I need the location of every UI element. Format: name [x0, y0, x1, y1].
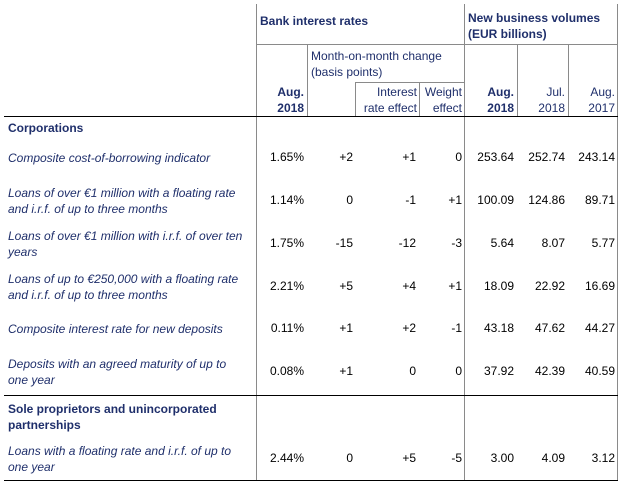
rate-aug2018-header: Aug. 2018: [277, 85, 304, 115]
weight-effect-header: Weight effect: [424, 85, 462, 115]
rate-value: 1.65%: [269, 150, 304, 164]
we-value: +1: [448, 193, 462, 207]
mom-value: +2: [339, 150, 353, 164]
mom-value: +1: [339, 364, 353, 378]
aug2017-header: Aug. 2017: [588, 85, 615, 115]
vol-aug2018-value: 253.64: [477, 150, 514, 164]
hline-top-headers: [256, 44, 618, 45]
ire-value: +4: [402, 279, 416, 293]
ire-value: -1: [405, 193, 416, 207]
mom-value: +1: [339, 321, 353, 335]
row-label: Composite interest rate for new deposits: [8, 322, 223, 336]
vol-aug2018-value: 3.00: [490, 451, 514, 465]
vol-aug2018-value: 43.18: [483, 321, 514, 335]
jul2018-value: 252.74: [528, 150, 565, 164]
jul2018-value: 8.07: [541, 236, 565, 250]
vline-right: [617, 4, 618, 480]
vol-aug2018-value: 5.64: [490, 236, 514, 250]
new-business-header: New business volumes (EUR billions): [468, 11, 601, 41]
hline-section-divider: [4, 395, 618, 396]
vline-jul-left: [517, 44, 518, 116]
vol-aug2018-value: 18.09: [483, 279, 514, 293]
section-sole-proprietors: Sole proprietors and unincorporated part…: [8, 402, 217, 432]
hline-mom-sub: [355, 82, 464, 83]
mom-value: +5: [339, 279, 353, 293]
vol-aug2018-header: Aug. 2018: [487, 85, 514, 115]
aug2017-value: 5.77: [591, 236, 615, 250]
ire-value: +2: [402, 321, 416, 335]
vline-mom-left: [307, 44, 308, 116]
vline-aug17-left: [568, 44, 569, 116]
jul2018-value: 42.39: [534, 364, 565, 378]
row-label: Loans of over €1 million with a floating…: [8, 186, 236, 216]
bank-rates-header: Bank interest rates: [260, 14, 369, 28]
aug2017-value: 40.59: [584, 364, 615, 378]
aug2017-value: 243.14: [578, 150, 615, 164]
we-value: +1: [448, 279, 462, 293]
vol-aug2018-value: 100.09: [477, 193, 514, 207]
rate-value: 0.08%: [269, 364, 304, 378]
ire-value: -12: [398, 236, 416, 250]
we-value: -1: [451, 321, 462, 335]
mom-change-header: Month-on-month change (basis points): [311, 49, 442, 79]
section-corporations: Corporations: [8, 121, 84, 135]
aug2017-value: 3.12: [591, 451, 615, 465]
jul2018-value: 4.09: [541, 451, 565, 465]
jul2018-header: Jul. 2018: [538, 85, 565, 115]
rate-value: 1.75%: [269, 236, 304, 250]
interest-effect-header: Interest rate effect: [363, 85, 417, 115]
row-label: Loans of over €1 million with i.r.f. of …: [8, 229, 243, 259]
vline-rates-left: [256, 4, 257, 480]
jul2018-value: 124.86: [528, 193, 565, 207]
vline-volumes-left: [464, 4, 465, 480]
ire-value: 0: [409, 364, 416, 378]
hline-header-bottom: [4, 116, 618, 117]
ire-value: +1: [402, 150, 416, 164]
row-label: Composite cost-of-borrowing indicator: [8, 151, 211, 165]
rate-value: 2.44%: [269, 451, 304, 465]
row-label: Deposits with an agreed maturity of up t…: [8, 357, 227, 387]
rate-value: 1.14%: [269, 193, 304, 207]
we-value: -5: [451, 451, 462, 465]
mom-value: 0: [346, 451, 353, 465]
vline-we-left: [419, 82, 420, 116]
jul2018-value: 47.62: [534, 321, 565, 335]
rate-value: 2.21%: [269, 279, 304, 293]
ire-value: +5: [402, 451, 416, 465]
vline-ire-left: [355, 82, 356, 116]
vol-aug2018-value: 37.92: [483, 364, 514, 378]
row-label: Loans of up to €250,000 with a floating …: [8, 272, 239, 302]
aug2017-value: 16.69: [584, 279, 615, 293]
row-label: Loans with a floating rate and i.r.f. of…: [8, 444, 232, 474]
mom-value: -15: [335, 236, 353, 250]
hline-table-bottom: [4, 480, 618, 481]
aug2017-value: 44.27: [584, 321, 615, 335]
jul2018-value: 22.92: [534, 279, 565, 293]
rate-value: 0.11%: [270, 321, 304, 335]
we-value: 0: [455, 150, 462, 164]
mom-value: 0: [346, 193, 353, 207]
aug2017-value: 89.71: [584, 193, 615, 207]
we-value: -3: [451, 236, 462, 250]
we-value: 0: [455, 364, 462, 378]
